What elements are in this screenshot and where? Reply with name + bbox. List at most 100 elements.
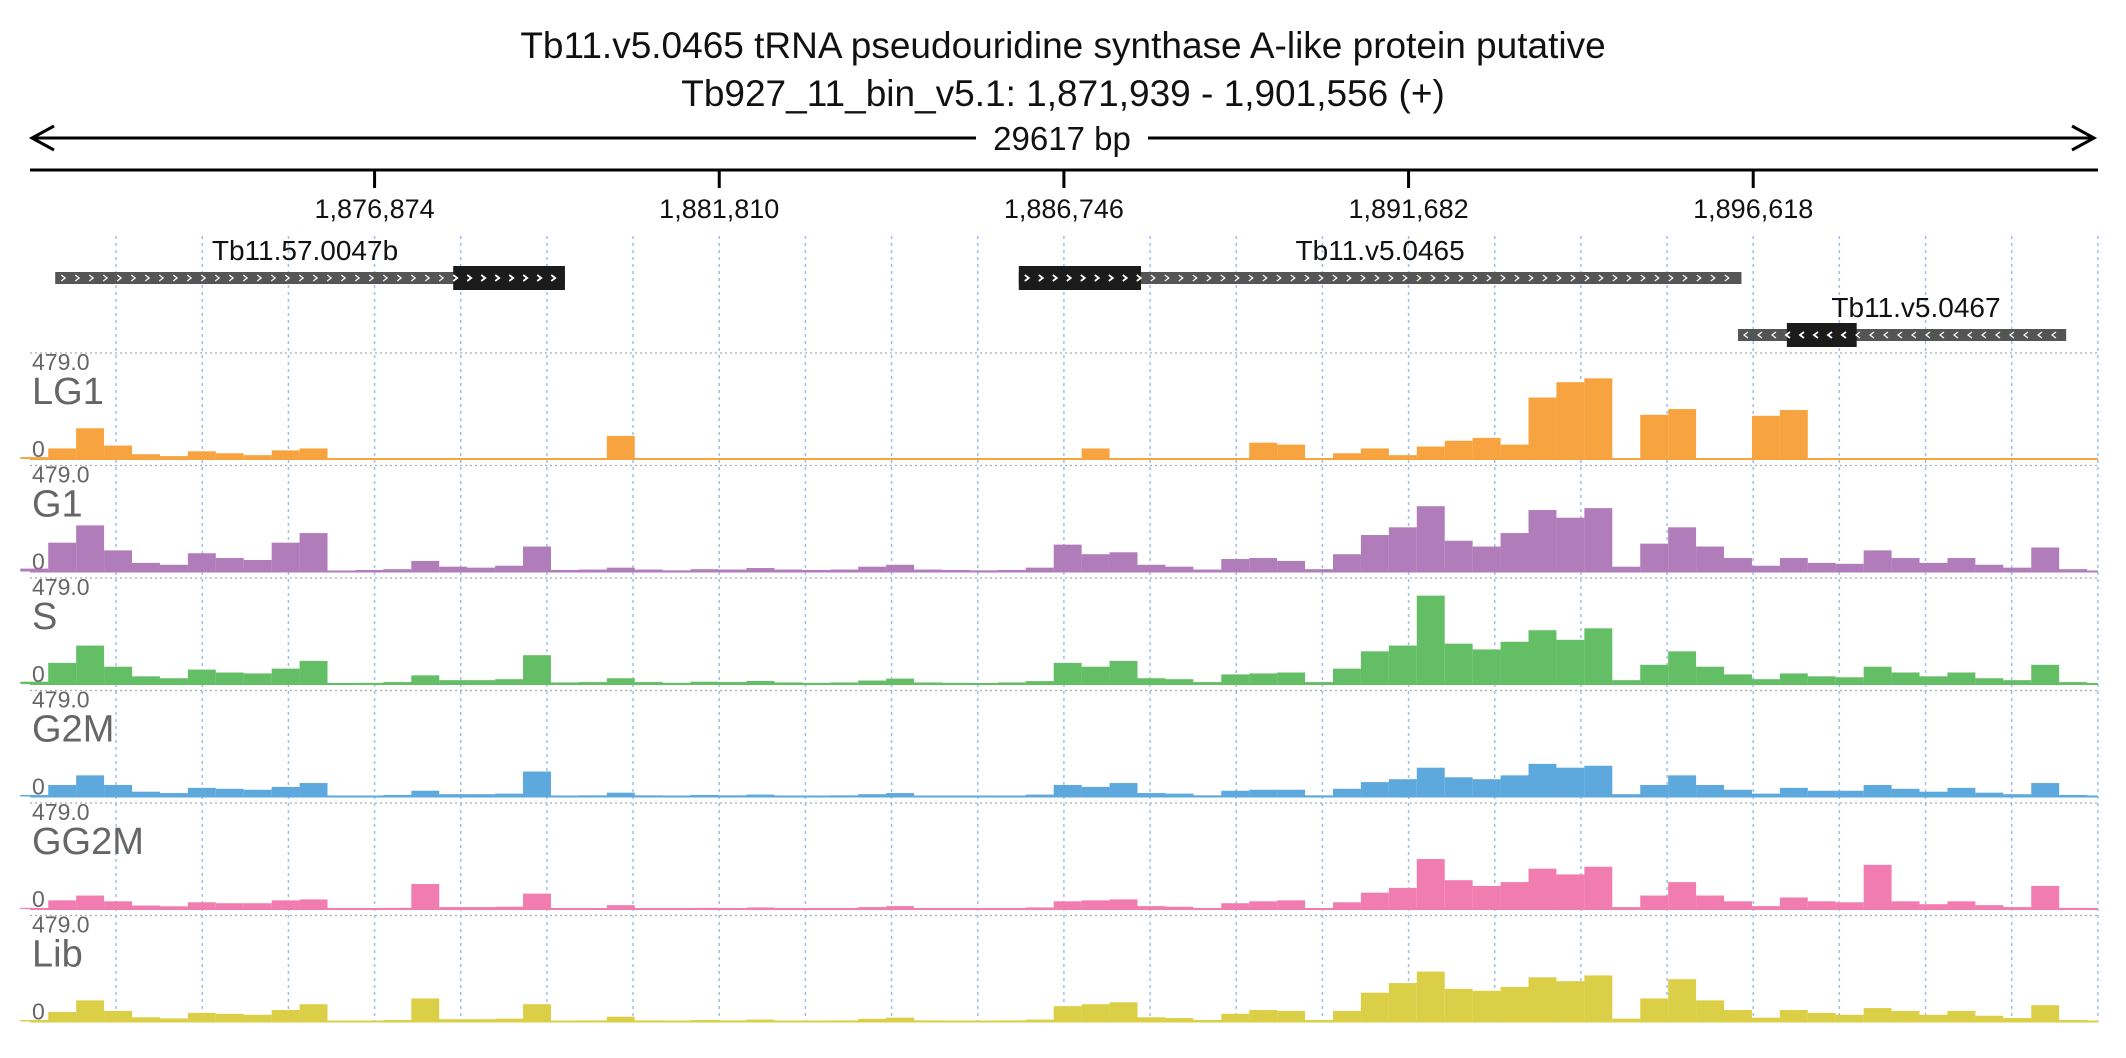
coverage-bar [1947, 1010, 1976, 1022]
coverage-bar [1947, 901, 1976, 909]
coverage-bar [1863, 666, 1892, 684]
coverage-bar [941, 795, 970, 797]
coverage-bar [830, 682, 859, 684]
arrow-right-icon [2071, 124, 2098, 152]
gene-cds[interactable] [1786, 323, 1857, 347]
strand-forward-icon [1220, 274, 1226, 282]
strand-forward-icon [1108, 274, 1115, 282]
coverage-bar [1472, 990, 1501, 1022]
coverage-bar [1360, 992, 1389, 1022]
coverage-bar [1584, 508, 1613, 572]
strand-forward-icon [1402, 274, 1408, 282]
coverage-bar [1724, 789, 1752, 797]
track-g1: 479.0G1 0 [20, 462, 2098, 575]
coverage-bar [20, 568, 49, 572]
strand-forward-icon [144, 274, 151, 282]
strand-forward-icon [1612, 274, 1618, 282]
coverage-bar [1444, 880, 1473, 909]
coverage-bar [355, 795, 384, 797]
coverage-bar [1891, 788, 1920, 797]
strand-forward-icon [1066, 274, 1073, 282]
strand-reverse-icon [1952, 331, 1959, 339]
gene-body[interactable] [1018, 272, 1742, 284]
coverage-bar [886, 678, 915, 684]
track-min-label: 0 [32, 549, 45, 575]
coverage-bar [1221, 674, 1250, 684]
coverage-bar [467, 794, 496, 797]
chart-subtitle: Tb927_11_bin_v5.1: 1,871,939 - 1,901,556… [681, 73, 1445, 114]
coverage-bar [1751, 1017, 1780, 1022]
coverage-bar [1277, 1010, 1306, 1022]
strand-forward-icon [130, 274, 137, 282]
strand-forward-icon [1598, 274, 1604, 282]
span-indicator: 29617 bp [28, 120, 2098, 157]
coverage-bar [746, 680, 775, 684]
strand-forward-icon [1514, 274, 1520, 282]
coverage-bar [858, 794, 887, 797]
coverage-bar [969, 683, 998, 684]
gene-cds[interactable] [1018, 266, 1141, 290]
strand-forward-icon [298, 274, 305, 282]
coverage-bar [1863, 1008, 1892, 1022]
coverage-bar [606, 1016, 635, 1022]
coverage-bar [1500, 986, 1529, 1022]
coverage-bar [578, 908, 607, 909]
coverage-bar [1500, 882, 1529, 909]
gene-body[interactable] [55, 272, 565, 284]
strand-forward-icon [102, 274, 109, 282]
coverage-bar [997, 908, 1026, 909]
strand-forward-icon [214, 274, 221, 282]
coverage-bar [1668, 409, 1697, 459]
coverage-bar [411, 560, 440, 572]
coverage-bar [1891, 672, 1920, 684]
coverage-bar [1416, 595, 1445, 684]
strand-forward-icon [1570, 274, 1576, 282]
strand-forward-icon [508, 274, 515, 282]
coverage-bar [132, 791, 160, 797]
coverage-bar [969, 908, 998, 909]
coverage-bar [104, 445, 133, 459]
coverage-bar [914, 1020, 942, 1022]
strand-forward-icon [1374, 274, 1380, 282]
gene-track: Tb11.57.0047b Tb11.v5.0465 Tb11.v5.0467 [55, 235, 2067, 347]
arrow-left-icon [28, 124, 55, 152]
coverage-bar [467, 907, 496, 909]
strand-forward-icon [1276, 274, 1282, 282]
coverage-bar [2003, 794, 2032, 797]
coverage-bar [1193, 569, 1222, 572]
coverage-bar [1891, 558, 1920, 572]
coverage-bar [2003, 1018, 2032, 1022]
coverage-bar [997, 569, 1026, 572]
coverage-bar [690, 907, 719, 909]
strand-forward-icon [1024, 274, 1031, 282]
strand-forward-icon [1416, 274, 1422, 282]
coverage-bar [243, 673, 272, 684]
strand-forward-icon [172, 274, 179, 282]
gene-label: Tb11.57.0047b [212, 235, 398, 266]
strand-forward-icon [1290, 274, 1296, 282]
track-s: 479.0S 0 [20, 574, 2098, 687]
strand-forward-icon [1150, 274, 1156, 282]
strand-forward-icon [396, 274, 403, 282]
coverage-bar [1277, 789, 1306, 797]
coverage-bar [1500, 641, 1529, 684]
coverage-bar [578, 569, 607, 572]
coverage-bar [1025, 907, 1054, 909]
coverage-bar [215, 672, 244, 684]
coverage-bar [327, 683, 356, 684]
coverage-bar [20, 794, 49, 797]
coverage-bar [1612, 1018, 1641, 1022]
coverage-bar [1556, 767, 1585, 797]
coverage-bar [1807, 562, 1836, 572]
coverage-bar [1863, 864, 1892, 909]
coverage-bar [355, 682, 384, 684]
coverage-bar [1416, 859, 1445, 909]
coverage-bar [1891, 901, 1920, 909]
strand-forward-icon [60, 274, 67, 282]
strand-forward-icon [1346, 274, 1352, 282]
coverage-bar [1081, 900, 1110, 909]
strand-forward-icon [1584, 274, 1590, 282]
track-name: G1 [32, 484, 83, 526]
strand-forward-icon [1556, 274, 1562, 282]
coverage-bar [271, 542, 300, 572]
